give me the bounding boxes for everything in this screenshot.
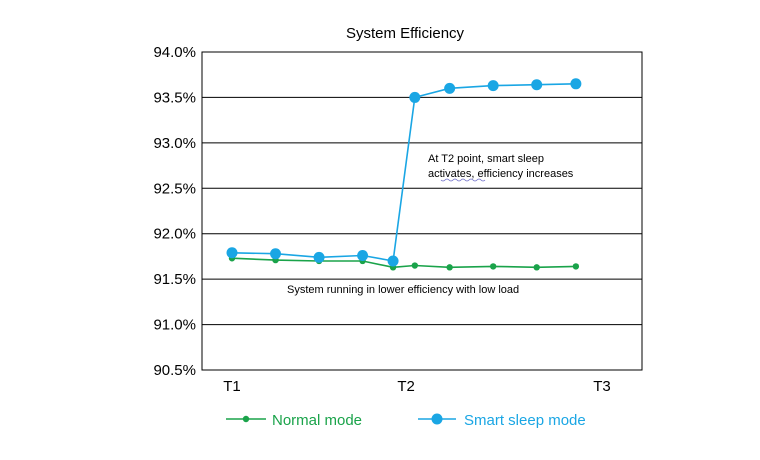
- legend-label: Normal mode: [272, 412, 362, 429]
- series-smart-sleep-mode: [226, 78, 582, 267]
- data-point-normal-mode: [411, 262, 419, 269]
- data-point-smart-sleep-mode: [409, 91, 421, 103]
- data-point-smart-sleep-mode: [387, 255, 399, 267]
- y-tick-label: 91.0%: [153, 317, 196, 334]
- series-line-smart-sleep-mode: [231, 83, 576, 262]
- gridlines: [201, 51, 643, 371]
- data-point-smart-sleep-mode: [313, 251, 325, 263]
- data-point-smart-sleep-mode: [357, 250, 369, 262]
- data-point-normal-mode: [572, 263, 580, 270]
- data-point-smart-sleep-mode: [531, 79, 543, 91]
- data-point-smart-sleep-mode: [270, 248, 282, 260]
- series-normal-mode: [228, 255, 580, 271]
- y-tick-label: 92.0%: [153, 226, 196, 243]
- legend: Normal mode Smart sleep mode: [226, 412, 586, 429]
- chart-title: System Efficiency: [346, 25, 465, 42]
- data-point-smart-sleep-mode: [570, 78, 582, 90]
- data-point-smart-sleep-mode: [487, 80, 499, 92]
- legend-label: Smart sleep mode: [464, 412, 586, 429]
- data-point-smart-sleep-mode: [444, 82, 456, 94]
- data-point-normal-mode: [533, 264, 540, 271]
- annotation-t2-text: At T2 point, smart sleep: [428, 153, 544, 165]
- annotation-t2-text: activates, efficiency increases: [428, 168, 574, 180]
- annotations-layer: At T2 point, smart sleep activates, effic…: [287, 153, 574, 296]
- data-point-normal-mode: [446, 264, 453, 271]
- y-tick-label: 92.5%: [153, 180, 196, 197]
- legend-marker-swatch: [431, 413, 443, 425]
- x-tick-label: T1: [223, 378, 241, 395]
- legend-marker-swatch: [242, 415, 250, 423]
- y-tick-label: 94.0%: [153, 44, 196, 61]
- y-tick-label: 93.0%: [153, 135, 196, 152]
- series-line-normal-mode: [231, 257, 576, 269]
- data-point-normal-mode: [489, 263, 497, 270]
- y-tick-label: 91.5%: [153, 271, 196, 288]
- x-tick-label: T2: [397, 378, 415, 395]
- spellcheck-underline-decoration: [440, 178, 486, 182]
- x-tick-label: T3: [593, 378, 611, 395]
- legend-item-normal-mode: Normal mode: [226, 412, 362, 429]
- data-point-smart-sleep-mode: [226, 247, 238, 259]
- plot-area-border: [201, 51, 643, 371]
- series-layer: [226, 78, 582, 271]
- y-tick-label: 93.5%: [153, 89, 196, 106]
- y-axis-tick-labels: 94.0% 93.5% 93.0% 92.5% 92.0% 91.5% 91.0% 90.5%: [153, 44, 196, 379]
- annotation-low-load-text: System running in lower efficiency with …: [287, 284, 519, 296]
- x-axis-tick-labels: T1 T2 T3: [223, 378, 611, 395]
- legend-item-smart-sleep-mode: Smart sleep mode: [418, 412, 586, 429]
- y-tick-label: 90.5%: [153, 362, 196, 379]
